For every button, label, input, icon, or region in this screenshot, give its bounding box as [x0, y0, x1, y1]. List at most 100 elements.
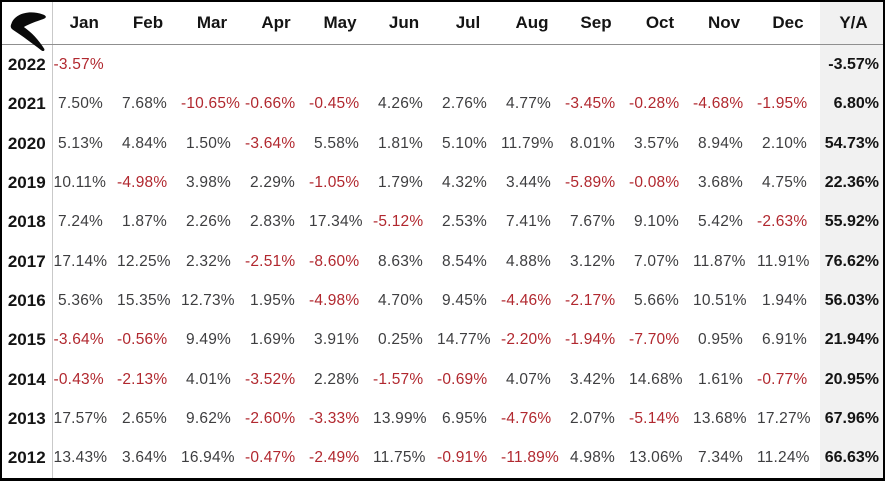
month-return-cell: 10.51%	[693, 291, 747, 309]
month-return-cell: -0.66%	[245, 95, 296, 113]
month-return-cell: 9.49%	[186, 331, 231, 349]
month-return-cell	[180, 45, 244, 85]
annual-return-cell: 54.73%	[820, 124, 883, 164]
month-return-cell: 4.77%	[506, 95, 551, 113]
month-return-cell: 6.91%	[762, 331, 807, 349]
year-label: 2014	[2, 359, 53, 400]
annual-return-cell: 21.94%	[820, 320, 883, 360]
month-return-cell: 13.99%	[373, 409, 427, 427]
month-return-cell: -5.89%	[565, 174, 616, 191]
month-return-cell: 7.34%	[698, 449, 743, 467]
column-header-mar: Mar	[180, 2, 244, 45]
month-return-cell: 13.06%	[629, 449, 683, 467]
month-return-cell	[628, 45, 692, 85]
month-return-cell: 3.57%	[634, 134, 679, 152]
month-return-cell: -4.46%	[501, 291, 552, 309]
column-header-nov: Nov	[692, 2, 756, 45]
month-return-cell: 13.43%	[53, 449, 108, 467]
month-return-cell: 8.54%	[442, 252, 487, 270]
annual-return-cell: 66.63%	[820, 438, 883, 478]
month-return-cell: 4.75%	[762, 174, 807, 191]
month-return-cell: -2.49%	[309, 449, 360, 467]
month-return-cell: 3.98%	[186, 174, 231, 191]
month-return-cell: -0.77%	[757, 370, 808, 388]
month-return-cell: -0.56%	[117, 331, 168, 349]
year-row: 2022 -3.57% -3.57%	[2, 44, 883, 85]
month-return-cell: 5.10%	[442, 134, 487, 152]
month-return-cell: 10.11%	[53, 174, 107, 191]
month-return-cell: 2.26%	[186, 213, 231, 231]
month-return-cell: -8.60%	[309, 252, 360, 270]
month-return-cell: 14.77%	[437, 331, 491, 349]
year-label: 2017	[2, 241, 53, 282]
month-return-cell: 7.07%	[634, 252, 679, 270]
month-return-cell: -2.63%	[757, 213, 808, 231]
month-return-cell: -3.45%	[565, 95, 616, 113]
month-return-cell: -2.51%	[245, 252, 296, 270]
month-return-cell: 5.66%	[634, 291, 679, 309]
month-return-cell: 14.68%	[629, 370, 683, 388]
month-return-cell: -1.05%	[309, 174, 360, 191]
year-row: 2014 -0.43% -2.13% 4.01% -3.52% 2.28% -1.57% -…	[2, 359, 883, 400]
month-return-cell: 17.34%	[309, 213, 363, 231]
month-return-cell: 17.14%	[53, 252, 108, 270]
year-row: 2015 -3.64% -0.56% 9.49% 1.69% 3.91% 0.25% 14.…	[2, 320, 883, 360]
year-row: 2019 10.11% -4.98% 3.98% 2.29% -1.05% 1.79% 4.…	[2, 163, 883, 203]
month-return-cell: -3.33%	[309, 409, 360, 427]
month-return-cell: 7.67%	[570, 213, 615, 231]
month-return-cell: -0.69%	[437, 370, 488, 388]
month-return-cell: 3.12%	[570, 252, 615, 270]
month-return-cell: 9.45%	[442, 291, 487, 309]
month-return-cell: 11.24%	[757, 449, 810, 467]
year-row: 2016 5.36% 15.35% 12.73% 1.95% -4.98% 4.70% 9.…	[2, 281, 883, 321]
month-return-cell: 8.63%	[378, 252, 423, 270]
month-return-cell: 12.73%	[181, 291, 235, 309]
month-return-cell: 1.79%	[378, 174, 423, 191]
month-return-cell: -3.64%	[245, 134, 296, 152]
month-return-cell: -4.68%	[693, 95, 744, 113]
year-row: 2018 7.24% 1.87% 2.26% 2.83% 17.34% -5.12% 2.5…	[2, 202, 883, 242]
column-header-dec: Dec	[756, 2, 820, 45]
month-return-cell: 4.84%	[122, 134, 167, 152]
month-return-cell: 5.36%	[58, 291, 103, 309]
month-return-cell: -2.60%	[245, 409, 296, 427]
month-return-cell: 13.68%	[693, 409, 747, 427]
month-return-cell: 4.07%	[506, 370, 551, 388]
column-header-ya: Y/A	[820, 2, 883, 45]
year-label: 2016	[2, 281, 53, 321]
month-return-cell: 2.29%	[250, 174, 295, 191]
month-return-cell: 11.75%	[373, 449, 426, 467]
annual-return-cell: 67.96%	[820, 399, 883, 439]
column-header-aug: Aug	[500, 2, 564, 45]
month-return-cell: 4.01%	[186, 370, 231, 388]
month-return-cell	[308, 45, 372, 85]
table-body: 2022 -3.57% -3.57% 2021 7.50% 7.68% -10.65…	[2, 44, 883, 478]
month-return-cell	[436, 45, 500, 85]
month-return-cell: -0.28%	[629, 95, 680, 113]
month-return-cell: 2.28%	[314, 370, 359, 388]
month-return-cell: -3.57%	[53, 55, 104, 73]
year-row: 2013 17.57% 2.65% 9.62% -2.60% -3.33% 13.99% 6…	[2, 399, 883, 439]
month-return-cell: 4.88%	[506, 252, 551, 270]
month-return-cell: -1.94%	[565, 331, 616, 349]
month-return-cell: 15.35%	[117, 291, 171, 309]
month-return-cell: -7.70%	[629, 331, 680, 349]
month-return-cell: -4.76%	[501, 409, 552, 427]
month-return-cell: 0.95%	[698, 331, 743, 349]
year-label: 2013	[2, 399, 53, 439]
year-row: 2012 13.43% 3.64% 16.94% -0.47% -2.49% 11.75%…	[2, 438, 883, 478]
month-return-cell	[692, 45, 756, 85]
month-return-cell: 2.65%	[122, 409, 167, 427]
month-return-cell: -0.08%	[629, 174, 680, 191]
month-return-cell: 1.61%	[698, 370, 743, 388]
month-return-cell: 1.94%	[762, 291, 807, 309]
month-return-cell: 9.62%	[186, 409, 231, 427]
month-return-cell: -2.20%	[501, 331, 552, 349]
annual-return-cell: -3.57%	[820, 44, 883, 85]
month-return-cell: 1.50%	[186, 134, 231, 152]
month-return-cell: 7.41%	[506, 213, 551, 231]
month-return-cell: 7.50%	[58, 95, 103, 113]
year-label: 2022	[2, 44, 53, 85]
month-return-cell: 11.87%	[693, 252, 746, 270]
